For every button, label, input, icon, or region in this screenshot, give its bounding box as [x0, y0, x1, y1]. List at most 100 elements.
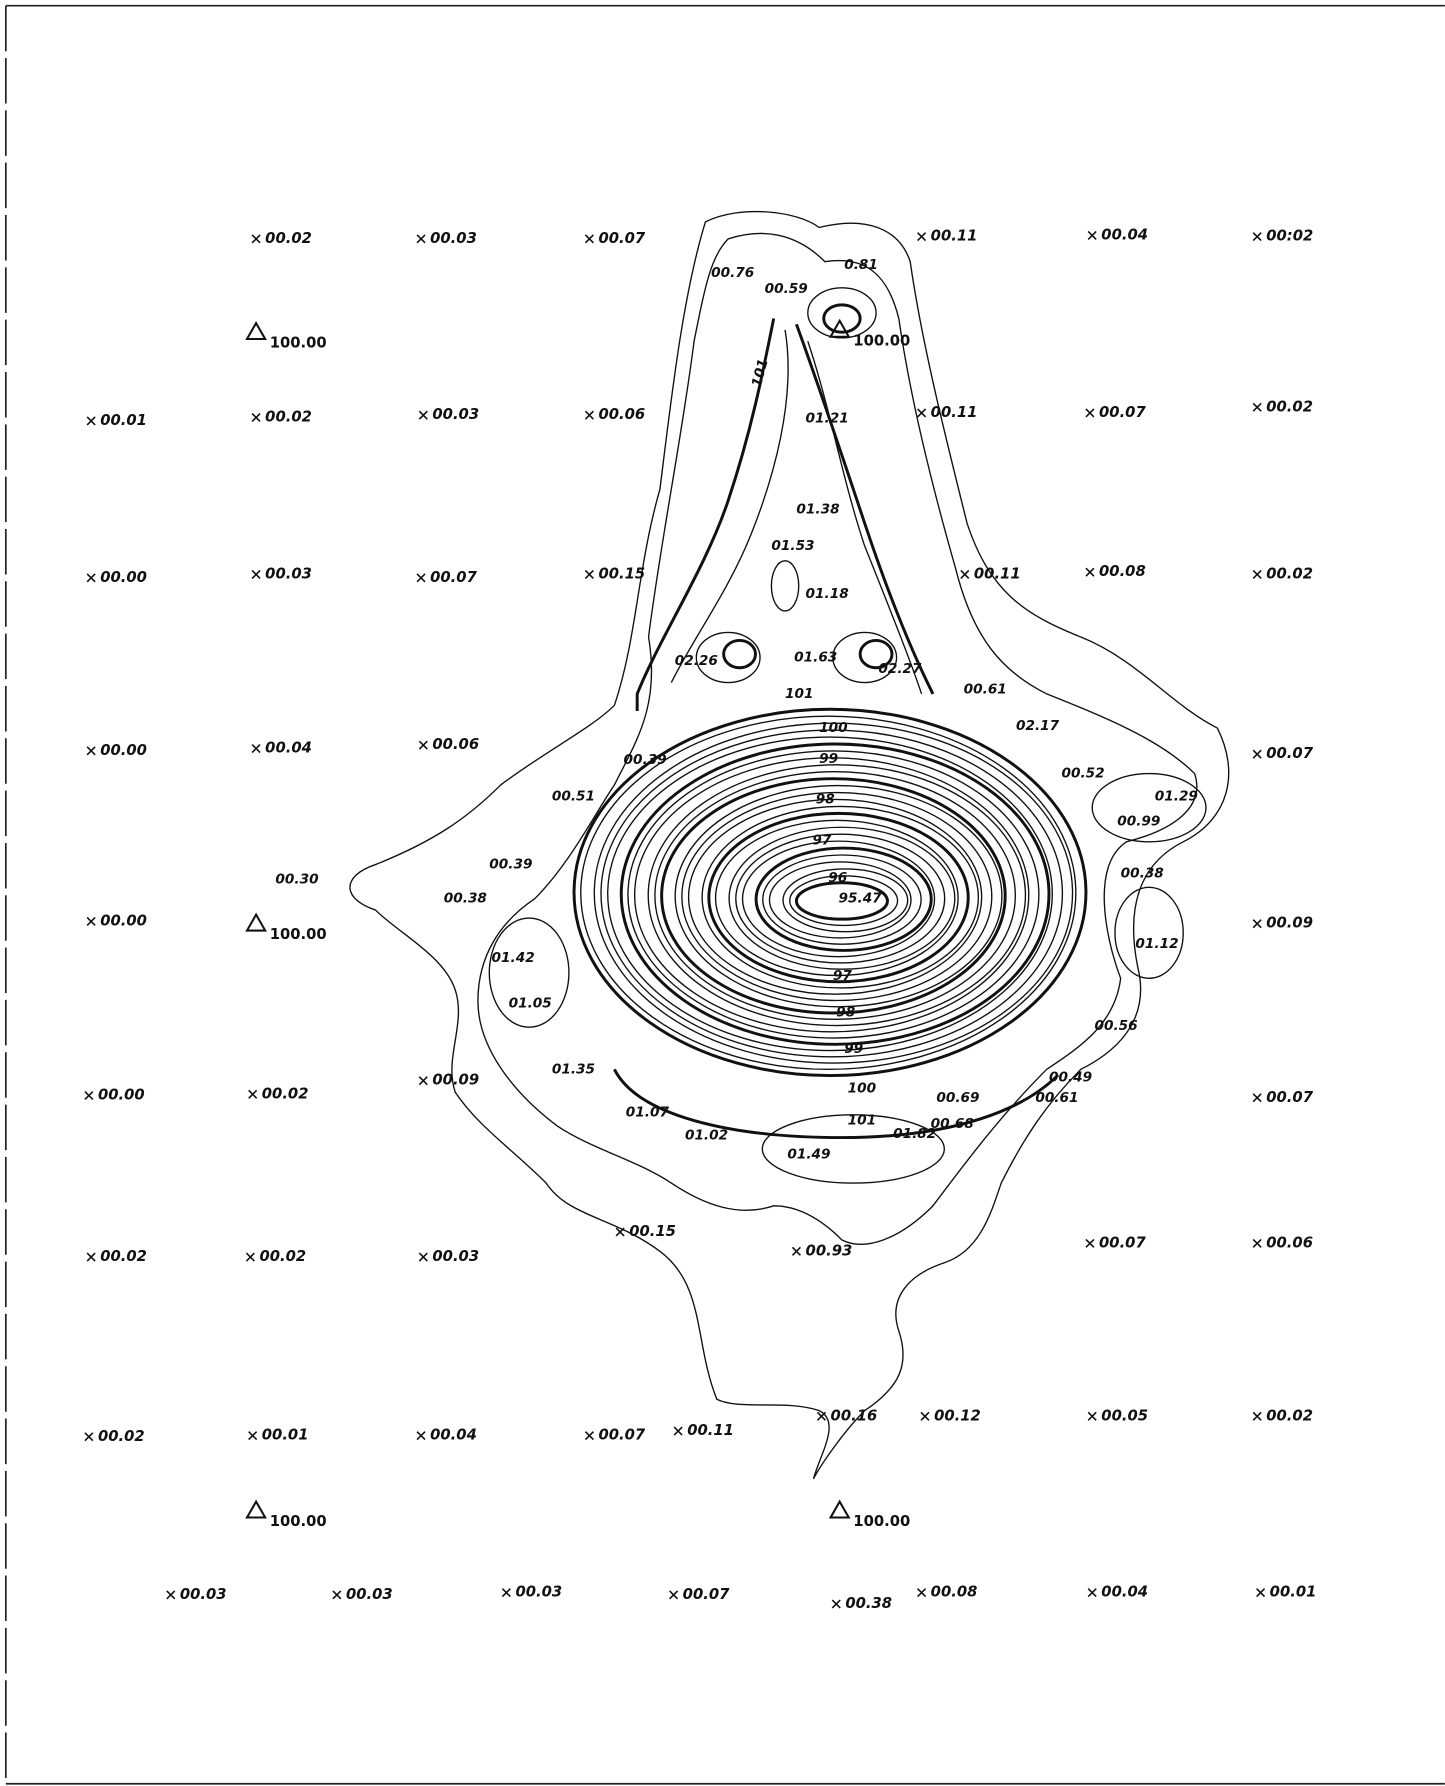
- spot-mark: [166, 1590, 176, 1600]
- spot-mark: [418, 740, 428, 750]
- point-label: 00.61: [1035, 1090, 1078, 1106]
- spot-height: 00.04: [265, 740, 312, 757]
- spot-mark: [501, 1588, 511, 1598]
- spot-mark: [1087, 230, 1097, 241]
- contour-label: 101: [785, 686, 813, 702]
- spot-height: 00.11: [974, 565, 1021, 582]
- spot-mark: [584, 569, 594, 580]
- spot-height: 00.03: [432, 1248, 479, 1265]
- spot-height: 00.11: [931, 404, 978, 421]
- spot-mark: [418, 410, 428, 420]
- contour-ring: [681, 791, 993, 1002]
- spot-height: 00.07: [430, 569, 477, 586]
- spot-height: 00.04: [1101, 1584, 1148, 1601]
- spot-height: 00.02: [1266, 565, 1313, 582]
- spot-mark: [251, 743, 261, 754]
- spot-mark: [615, 1227, 625, 1237]
- point-label: 00.69: [936, 1090, 979, 1106]
- contour-ring: [782, 868, 909, 933]
- point-label: 02.27: [878, 661, 922, 677]
- spot-height: 00.07: [1266, 745, 1313, 762]
- contour-ring: [735, 833, 946, 964]
- contour-ring: [580, 715, 1077, 1071]
- point-label: 00.39: [489, 857, 532, 873]
- benchmark-triangle: [245, 321, 267, 341]
- spot-height: 00.11: [931, 228, 978, 245]
- spot-mark: [584, 1431, 594, 1441]
- spot-height: 00.07: [1099, 1234, 1146, 1251]
- spot-height: 00.00: [98, 1086, 145, 1103]
- spot-height: 00.02: [260, 1248, 307, 1265]
- point-label: 95.47: [839, 891, 883, 907]
- point-label: 00.68: [931, 1116, 974, 1132]
- spot-height: 00.02: [1266, 1407, 1313, 1424]
- spot-mark: [816, 1411, 827, 1421]
- spot-height: 00.03: [515, 1584, 562, 1601]
- spot-height: 00.02: [100, 1248, 147, 1265]
- spot-height: 00.15: [599, 565, 646, 582]
- spot-mark: [251, 412, 261, 423]
- spot-height: 00.04: [1101, 226, 1148, 243]
- spot-height: 00.03: [346, 1586, 393, 1603]
- spot-mark: [86, 916, 96, 926]
- spot-height: 00.05: [1101, 1407, 1148, 1424]
- spot-height: 00.02: [98, 1428, 145, 1445]
- contour-label: 97: [812, 833, 831, 849]
- spot-mark: [84, 1432, 94, 1442]
- point-label: 01.07: [626, 1105, 670, 1121]
- point-label: 01.21: [806, 411, 849, 427]
- spot-mark: [1085, 1238, 1095, 1248]
- spot-mark: [1085, 567, 1095, 577]
- spot-mark: [416, 1431, 426, 1441]
- contour-label: 99: [844, 1041, 863, 1057]
- contour-label: 101: [749, 357, 772, 389]
- point-label: 01.82: [893, 1126, 936, 1142]
- spot-mark: [84, 1090, 94, 1101]
- contour-ring: [687, 798, 983, 995]
- contour-ring: [593, 722, 1074, 1064]
- spot-height: 00.07: [1099, 404, 1146, 421]
- contour-ring: [572, 707, 1088, 1078]
- spot-height: 00.07: [599, 1427, 646, 1444]
- spot-height: 00.38: [845, 1595, 892, 1612]
- point-label: 00.59: [765, 281, 808, 297]
- spot-mark: [248, 1431, 258, 1441]
- spot-height: 00.07: [599, 230, 646, 247]
- contour-ring: [600, 729, 1064, 1058]
- spot-height: 00.08: [931, 1584, 978, 1601]
- spot-mark: [673, 1426, 683, 1436]
- spot-height: 00.08: [1099, 563, 1146, 580]
- point-label: 01.05: [509, 995, 552, 1011]
- contour-label: 98: [816, 792, 835, 808]
- spot-mark: [917, 232, 927, 242]
- spot-height: 00.09: [1266, 915, 1313, 932]
- point-label: 00.51: [552, 788, 595, 804]
- spot-height: 00.00: [100, 912, 147, 929]
- spot-height: 00.93: [806, 1242, 853, 1259]
- benchmark-triangle: [828, 318, 851, 338]
- contour-label: 98: [836, 1004, 855, 1020]
- point-label: 01.02: [685, 1127, 728, 1143]
- contour-ring: [633, 757, 1030, 1033]
- spot-height: 00.01: [262, 1427, 309, 1444]
- spot-mark: [1252, 232, 1262, 242]
- benchmark-label: 100.00: [270, 926, 327, 943]
- benchmark-label: 100.00: [853, 1513, 910, 1530]
- spot-mark: [917, 1588, 927, 1598]
- contour-ring: [754, 846, 933, 952]
- point-label: 00.30: [275, 871, 318, 887]
- contour-ring: [762, 854, 922, 945]
- contour-ring: [647, 764, 1027, 1027]
- spot-height: 00.00: [100, 569, 147, 586]
- contour-ring: [707, 811, 970, 984]
- spot-mark: [332, 1590, 342, 1600]
- contour-ring: [619, 742, 1051, 1046]
- spot-mark: [418, 1252, 428, 1262]
- point-label: 00.39: [624, 752, 667, 768]
- spot-mark: [416, 234, 426, 244]
- point-label: 01.42: [492, 950, 535, 966]
- point-label: 0.81: [844, 257, 878, 273]
- benchmark-triangle: [245, 1499, 267, 1519]
- spot-mark: [418, 1076, 428, 1086]
